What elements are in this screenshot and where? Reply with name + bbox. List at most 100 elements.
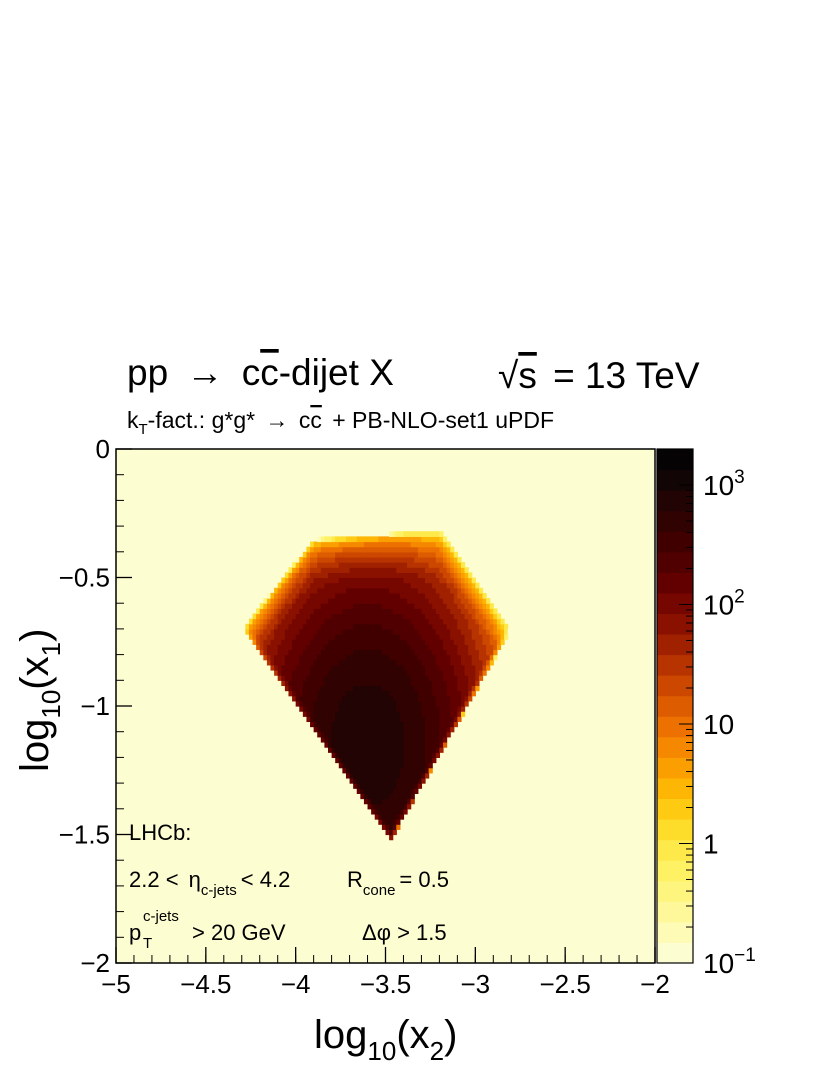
heatmap-cell xyxy=(396,623,401,630)
heatmap-cell xyxy=(435,587,440,594)
colorbar-segment xyxy=(657,798,693,820)
heatmap-cell xyxy=(367,716,372,723)
heatmap-cell xyxy=(392,634,397,640)
heatmap-cell xyxy=(442,639,448,645)
heatmap-cell xyxy=(338,608,343,615)
heatmap-cell xyxy=(353,752,358,758)
heatmap-cell xyxy=(392,556,397,563)
heatmap-cell xyxy=(345,582,351,589)
heatmap-cell xyxy=(446,649,451,656)
heatmap-cell xyxy=(414,536,419,543)
x-tick-label: −3 xyxy=(461,969,491,999)
heatmap-cell xyxy=(338,706,343,712)
heatmap-cell xyxy=(371,664,376,671)
heatmap-cell xyxy=(317,598,322,604)
heatmap-cell xyxy=(349,685,354,692)
heatmap-cell xyxy=(317,726,322,733)
colorbar-segment xyxy=(657,572,693,594)
colorbar-frame xyxy=(656,448,694,964)
heatmap-cell xyxy=(335,721,340,728)
heatmap-cell xyxy=(317,680,322,687)
heatmap-cell xyxy=(399,813,405,820)
heatmap-cell xyxy=(407,685,412,692)
heatmap-cell xyxy=(274,587,279,594)
heatmap-cell xyxy=(320,562,326,568)
heatmap-cell xyxy=(399,695,405,702)
heatmap-cell xyxy=(450,654,455,661)
heatmap-cell xyxy=(266,608,272,615)
heatmap-cell xyxy=(345,577,351,584)
heatmap-cell xyxy=(302,700,308,707)
heatmap-cell xyxy=(363,690,369,697)
heatmap-cell xyxy=(360,762,365,769)
heatmap-cell xyxy=(389,577,394,584)
heatmap-cell xyxy=(363,762,369,769)
heatmap-cell xyxy=(371,772,376,779)
heatmap-cell xyxy=(417,772,423,779)
heatmap-cell xyxy=(328,716,333,723)
heatmap-cell xyxy=(392,546,397,553)
heatmap-cell xyxy=(435,598,440,604)
heatmap-cell xyxy=(396,670,401,676)
heatmap-cell xyxy=(439,680,444,687)
heatmap-cell xyxy=(331,541,336,548)
heatmap-cell xyxy=(410,752,415,758)
heatmap-cell xyxy=(421,777,426,784)
heatmap-cell xyxy=(335,711,340,717)
heatmap-cell xyxy=(270,664,275,671)
heatmap-cell xyxy=(374,551,379,558)
heatmap-cell xyxy=(378,726,383,733)
heatmap-cell xyxy=(410,556,415,563)
heatmap-cell xyxy=(363,628,369,635)
heatmap-cell xyxy=(381,767,387,774)
heatmap-cell xyxy=(363,634,369,640)
heatmap-cell xyxy=(270,592,275,599)
heatmap-cell xyxy=(442,577,448,584)
heatmap-cell xyxy=(313,587,318,594)
heatmap-cell xyxy=(299,649,304,656)
heatmap-cell xyxy=(435,649,440,656)
heatmap-cell xyxy=(493,639,498,645)
heatmap-cell xyxy=(457,664,462,671)
heatmap-cell xyxy=(338,613,343,620)
heatmap-cell xyxy=(396,577,401,584)
heatmap-cell xyxy=(335,731,340,738)
heatmap-cell xyxy=(453,649,458,656)
heatmap-cell xyxy=(468,675,473,681)
heatmap-cell xyxy=(349,623,354,630)
heatmap-cell xyxy=(410,582,415,589)
heatmap-cell xyxy=(410,798,415,805)
heatmap-cell xyxy=(317,567,322,573)
heatmap-cell xyxy=(360,654,365,661)
heatmap-cell xyxy=(374,592,379,599)
heatmap-cell xyxy=(414,598,419,604)
heatmap-cell xyxy=(299,644,304,651)
heatmap-cell xyxy=(335,551,340,558)
heatmap-cell xyxy=(371,644,376,651)
heatmap-cell xyxy=(453,556,458,563)
y-tick-label: −1 xyxy=(80,691,110,721)
colorbar-segment xyxy=(657,510,693,532)
heatmap-cell xyxy=(385,690,390,697)
heatmap-cell xyxy=(389,592,394,599)
heatmap-cell xyxy=(425,546,430,553)
heatmap-cell xyxy=(392,582,397,589)
heatmap-cell xyxy=(356,726,361,733)
heatmap-cell xyxy=(317,654,322,661)
heatmap-cell xyxy=(453,711,458,717)
heatmap-cell xyxy=(292,644,297,651)
heatmap-cell xyxy=(374,639,379,645)
heatmap-cell xyxy=(345,741,351,748)
heatmap-cell xyxy=(277,644,282,651)
heatmap-cell xyxy=(313,634,318,640)
heatmap-cell xyxy=(338,541,343,548)
heatmap-cell xyxy=(392,803,397,810)
heatmap-cell xyxy=(446,711,451,717)
heatmap-cell xyxy=(417,567,423,573)
heatmap-cell xyxy=(439,562,444,568)
heatmap-cell xyxy=(378,798,383,805)
heatmap-cell xyxy=(399,556,405,563)
heatmap-cell xyxy=(367,592,372,599)
heatmap-cell xyxy=(313,695,318,702)
heatmap-cell xyxy=(457,639,462,645)
